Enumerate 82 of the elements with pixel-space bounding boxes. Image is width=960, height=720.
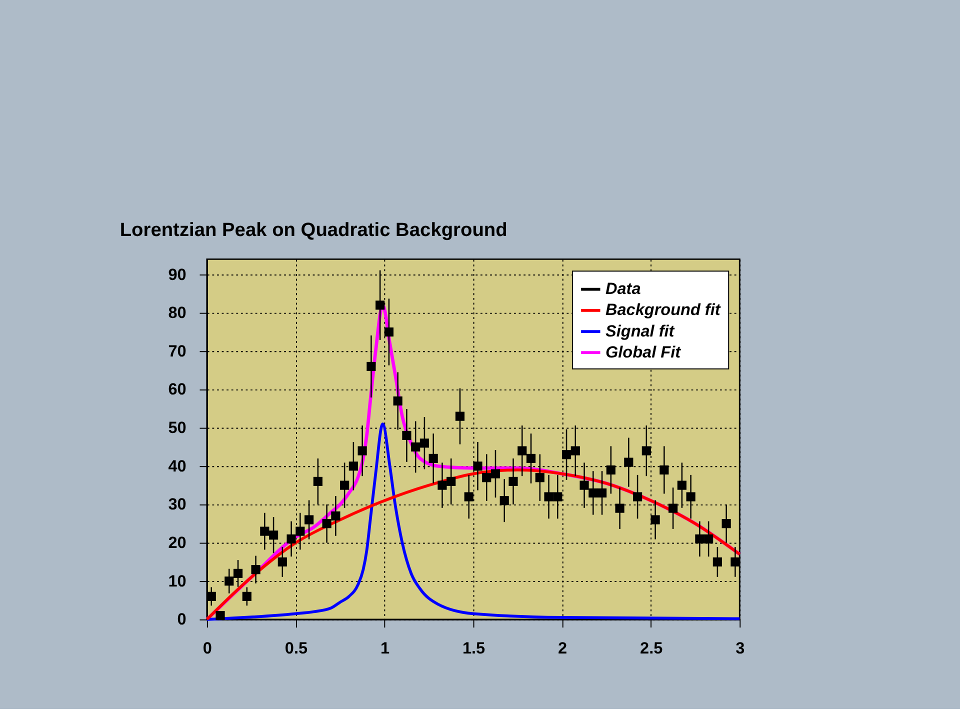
point	[660, 465, 669, 474]
point	[358, 446, 367, 456]
point	[420, 438, 430, 448]
point	[446, 476, 456, 486]
point	[278, 557, 287, 566]
point	[242, 592, 252, 601]
point	[535, 473, 544, 482]
point	[508, 476, 518, 486]
y-tick-label: 80	[168, 304, 186, 322]
x-tick-label: 3	[736, 639, 745, 658]
point	[526, 454, 536, 463]
point	[677, 480, 686, 490]
point	[642, 446, 651, 456]
point	[411, 442, 420, 452]
point	[500, 496, 509, 506]
legend-label: Signal fit	[606, 322, 675, 340]
point	[722, 519, 731, 528]
point	[464, 492, 474, 502]
point	[366, 362, 376, 372]
y-tick-label: 20	[168, 534, 186, 552]
legend-label: Data	[606, 280, 641, 298]
point	[438, 480, 447, 490]
point	[597, 488, 607, 498]
point	[730, 557, 740, 566]
point	[313, 476, 322, 486]
point	[376, 300, 385, 310]
point	[331, 511, 340, 520]
point	[686, 492, 696, 502]
point	[402, 430, 412, 440]
x-tick-label: 1.5	[462, 639, 486, 658]
point	[615, 504, 624, 513]
y-tick-label: 70	[168, 342, 186, 360]
x-tick-label: 1	[380, 639, 390, 658]
point	[455, 412, 465, 421]
point	[712, 557, 722, 566]
point	[206, 592, 216, 601]
point	[632, 492, 642, 502]
y-tick-label: 90	[168, 266, 186, 284]
chart-title: Lorentzian Peak on Quadratic Background	[120, 220, 508, 242]
point	[624, 458, 634, 467]
point	[251, 565, 260, 574]
y-tick-label: 30	[168, 496, 186, 514]
point	[606, 465, 616, 474]
point	[482, 473, 492, 482]
point	[562, 450, 572, 460]
point	[580, 480, 589, 490]
point	[260, 526, 270, 536]
y-tick-label: 60	[168, 380, 186, 399]
point	[322, 519, 332, 528]
point	[518, 446, 527, 456]
point	[296, 526, 305, 536]
point	[340, 480, 350, 490]
legend-label: Background fit	[606, 301, 721, 320]
point	[668, 504, 678, 513]
point	[384, 327, 394, 337]
point	[570, 446, 580, 456]
point	[393, 396, 402, 406]
point	[224, 576, 234, 586]
point	[650, 515, 660, 524]
point	[268, 530, 278, 540]
point	[473, 462, 482, 471]
x-tick-label: 0	[202, 639, 212, 658]
point	[216, 611, 225, 620]
x-tick-label: 2	[558, 639, 568, 658]
point	[490, 469, 500, 478]
point	[695, 534, 704, 544]
point	[544, 492, 554, 502]
point	[348, 462, 358, 471]
point	[588, 488, 598, 498]
y-tick-label: 0	[177, 610, 186, 629]
point	[304, 515, 314, 524]
point	[704, 534, 714, 544]
y-tick-label: 10	[168, 572, 186, 590]
point	[553, 492, 562, 502]
x-tick-label: 0.5	[284, 639, 308, 658]
legend-label: Global Fit	[606, 343, 682, 362]
x-tick-label: 2.5	[640, 639, 663, 658]
point	[286, 534, 296, 544]
y-tick-label: 40	[168, 457, 186, 476]
point	[233, 568, 243, 578]
y-tick-label: 50	[168, 419, 186, 438]
point	[428, 454, 438, 463]
